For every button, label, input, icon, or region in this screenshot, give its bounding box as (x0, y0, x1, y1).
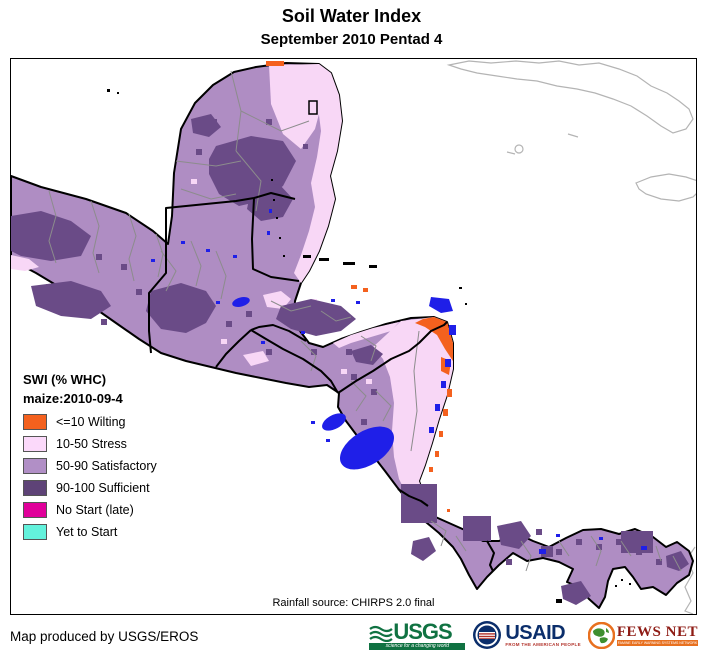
logo-strip: USGS science for a changing world USAID … (369, 620, 698, 650)
legend-item-satisfactory: 50-90 Satisfactory (23, 457, 213, 474)
map-canvas[interactable] (11, 59, 696, 614)
fewsnet-wordmark: FEWS NET (616, 623, 698, 640)
usgs-wave-icon (369, 625, 394, 642)
cays-outline (506, 133, 579, 155)
legend-item-yet-to-start: Yet to Start (23, 523, 213, 540)
stress-patches (11, 64, 453, 507)
fewsnet-tagline: FAMINE EARLY WARNING SYSTEMS NETWORK (616, 639, 698, 646)
sufficient-swatch (23, 479, 47, 496)
sufficient-patches (11, 114, 689, 605)
sufficient-label: 90-100 Sufficient (56, 480, 150, 495)
jamaica-outline (635, 173, 696, 202)
country-borders (148, 192, 495, 572)
wilting-swatch (23, 413, 47, 430)
usgs-tagline: science for a changing world (369, 643, 466, 650)
usaid-wordmark: USAID (505, 621, 566, 644)
usaid-logo: USAID FROM THE AMERICAN PEOPLE (472, 620, 581, 650)
map-frame: SWI (% WHC) maize:2010-09-4 <=10 Wilting… (10, 58, 697, 615)
no-start-label: No Start (late) (56, 502, 134, 517)
fewsnet-logo: FEWS NET FAMINE EARLY WARNING SYSTEMS NE… (587, 621, 698, 649)
satisfactory-swatch (23, 457, 47, 474)
fewsnet-globe-icon (587, 621, 615, 649)
cuba-outline (446, 60, 694, 134)
usgs-wordmark: USGS (393, 619, 452, 644)
yet-to-start-swatch (23, 523, 47, 540)
legend-item-stress: 10-50 Stress (23, 435, 213, 452)
rainfall-source-note: Rainfall source: CHIRPS 2.0 final (272, 597, 435, 609)
isla-juventud-outline (514, 144, 524, 154)
stress-label: 10-50 Stress (56, 436, 127, 451)
map-legend: SWI (% WHC) maize:2010-09-4 <=10 Wilting… (23, 372, 213, 546)
map-title: Soil Water Index (281, 6, 422, 26)
legend-item-sufficient: 90-100 Sufficient (23, 479, 213, 496)
satisfactory-label: 50-90 Satisfactory (56, 458, 157, 473)
admin-boundaries (48, 70, 682, 572)
wilting-label: <=10 Wilting (56, 414, 126, 429)
usgs-logo: USGS science for a changing world (369, 619, 466, 650)
islands (107, 89, 631, 603)
legend-item-no-start: No Start (late) (23, 501, 213, 518)
legend-subtitle: maize:2010-09-4 (23, 391, 123, 406)
legend-title: SWI (% WHC) (23, 372, 107, 387)
usaid-seal-icon (473, 621, 502, 649)
map-subtitle: September 2010 Pentad 4 (260, 31, 443, 48)
yet-to-start-label: Yet to Start (56, 524, 118, 539)
map-credit: Map produced by USGS/EROS (10, 629, 199, 644)
water-bodies (151, 209, 647, 554)
usaid-tagline: FROM THE AMERICAN PEOPLE (505, 641, 581, 647)
stress-swatch (23, 435, 47, 452)
legend-item-wilting: <=10 Wilting (23, 413, 213, 430)
no-start-swatch (23, 501, 47, 518)
